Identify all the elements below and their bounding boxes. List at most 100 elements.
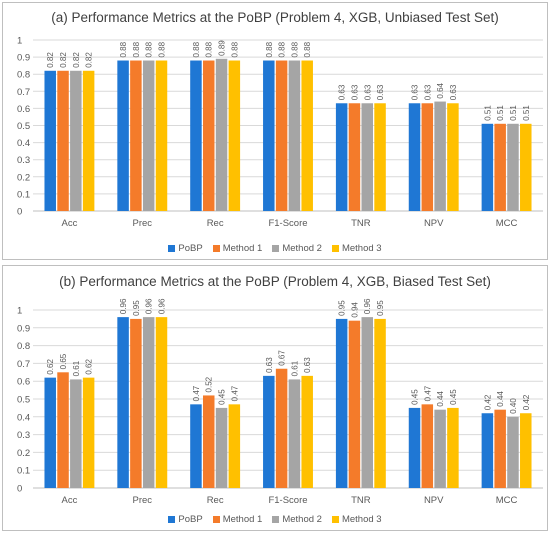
bar-method-2-f1-score xyxy=(288,379,301,488)
legend-swatch xyxy=(168,516,176,523)
chart-title: (a) Performance Metrics at the PoBP (Pro… xyxy=(51,10,499,25)
data-label: 0.82 xyxy=(46,52,55,68)
legend-item-method-1: Method 1 xyxy=(212,514,262,525)
data-label: 0.63 xyxy=(376,84,385,100)
bar-method-1-f1-score xyxy=(275,368,288,488)
data-label: 0.42 xyxy=(483,394,492,410)
chart-plot-b: 0 0.1 0.2 0.3 0.4 0.5 0.6 0.7 0.8 0.9 1 0.62 0.65 0.6… xyxy=(17,298,543,506)
data-label: 0.88 xyxy=(205,41,214,57)
legend-item-method-3: Method 3 xyxy=(331,243,382,254)
y-tick-label: 0.4 xyxy=(17,138,30,149)
legend-label: Method 3 xyxy=(341,514,382,525)
x-tick-label: NPV xyxy=(424,218,444,229)
bar-method-2-prec xyxy=(142,317,155,488)
y-tick-label: 0.3 xyxy=(17,155,30,166)
bar-method-3-rec xyxy=(228,60,241,211)
data-label: 0.63 xyxy=(265,357,274,373)
chart-legend-a: PoBP Method 1 Method 2 Method 3 xyxy=(3,243,547,254)
chart-legend-b: PoBP Method 1 Method 2 Method 3 xyxy=(3,514,547,525)
data-label: 0.95 xyxy=(132,300,141,316)
y-tick-label: 0.9 xyxy=(17,53,30,64)
legend-swatch xyxy=(168,245,176,252)
bar-pobp-rec xyxy=(190,60,202,211)
bar-pobp-acc xyxy=(44,377,56,488)
data-label: 0.96 xyxy=(119,298,128,314)
data-label: 0.82 xyxy=(59,52,68,68)
legend-item-method-1: Method 1 xyxy=(212,243,262,254)
data-label: 0.88 xyxy=(157,41,166,57)
bar-method-2-f1-score xyxy=(288,60,301,211)
data-label: 0.82 xyxy=(72,52,81,68)
bar-method-3-npv xyxy=(447,407,459,488)
data-label: 0.51 xyxy=(522,105,531,121)
bar-pobp-tnr xyxy=(335,318,348,488)
data-label: 0.42 xyxy=(522,394,531,410)
data-label: 0.67 xyxy=(278,350,287,366)
data-label: 0.88 xyxy=(192,41,201,57)
data-label: 0.44 xyxy=(496,391,505,407)
bar-method-2-prec xyxy=(142,60,155,211)
bar-method-2-acc xyxy=(70,379,82,488)
legend-label: Method 3 xyxy=(341,243,382,254)
bar-method-2-mcc xyxy=(507,123,519,211)
data-label: 0.64 xyxy=(436,82,445,98)
bar-method-1-acc xyxy=(57,70,69,211)
x-tick-label: F1-Score xyxy=(268,495,307,506)
bar-method-1-f1-score xyxy=(275,60,288,211)
legend-label: Method 2 xyxy=(282,243,322,254)
bar-pobp-prec xyxy=(117,317,129,488)
bar-method-2-tnr xyxy=(361,103,374,211)
bar-method-1-npv xyxy=(421,404,434,488)
bar-method-3-mcc xyxy=(520,413,532,488)
data-label: 0.63 xyxy=(411,84,420,100)
chart-plot-a: 0 0.1 0.2 0.3 0.4 0.5 0.6 0.7 0.8 0.9 1 0.82 0.82 0.8… xyxy=(17,36,543,229)
y-tick-label: 0.7 xyxy=(17,359,30,370)
data-label: 0.63 xyxy=(423,84,432,100)
bar-pobp-f1-score xyxy=(263,375,275,488)
data-label: 0.47 xyxy=(192,385,201,401)
legend-label: PoBP xyxy=(178,514,203,525)
data-label: 0.61 xyxy=(290,360,299,376)
data-label: 0.88 xyxy=(303,41,312,57)
data-label: 0.88 xyxy=(132,41,141,57)
data-label: 0.96 xyxy=(157,298,166,314)
x-tick-label: TNR xyxy=(351,495,371,506)
legend-item-pobp: PoBP xyxy=(168,243,203,254)
data-label: 0.65 xyxy=(59,353,68,369)
data-label: 0.96 xyxy=(145,298,154,314)
bar-method-2-tnr xyxy=(361,317,374,488)
bar-method-3-tnr xyxy=(374,318,386,488)
bar-pobp-mcc xyxy=(481,413,494,488)
x-tick-label: Rec xyxy=(207,495,224,506)
bar-method-3-f1-score xyxy=(301,375,313,488)
x-tick-label: MCC xyxy=(496,495,518,506)
data-label: 0.61 xyxy=(72,360,81,376)
legend-item-method-2: Method 2 xyxy=(272,243,322,254)
legend-label: Method 2 xyxy=(282,514,322,525)
bar-pobp-f1-score xyxy=(263,60,275,211)
bar-method-3-npv xyxy=(447,103,459,211)
bar-method-3-prec xyxy=(155,60,168,211)
x-tick-label: Prec xyxy=(133,218,153,229)
data-label: 0.45 xyxy=(449,389,458,405)
bar-method-2-acc xyxy=(70,70,82,211)
y-tick-label: 1 xyxy=(17,306,22,317)
bar-method-1-prec xyxy=(130,318,142,488)
bar-method-1-acc xyxy=(57,372,69,488)
y-tick-label: 0.2 xyxy=(17,172,30,183)
data-label: 0.82 xyxy=(85,52,94,68)
bar-method-1-mcc xyxy=(494,123,506,211)
data-label: 0.52 xyxy=(205,376,214,392)
bar-pobp-rec xyxy=(190,404,202,488)
bar-pobp-prec xyxy=(117,60,129,211)
bar-method-3-acc xyxy=(82,377,95,488)
y-tick-label: 0.6 xyxy=(17,377,30,388)
bar-method-1-npv xyxy=(421,103,434,211)
bar-method-1-prec xyxy=(130,60,142,211)
data-label: 0.51 xyxy=(509,105,518,121)
y-tick-label: 0 xyxy=(17,484,22,495)
bar-method-3-rec xyxy=(228,404,241,488)
bar-method-2-mcc xyxy=(507,416,519,488)
legend-swatch xyxy=(212,245,220,252)
y-tick-label: 0.1 xyxy=(17,466,30,477)
